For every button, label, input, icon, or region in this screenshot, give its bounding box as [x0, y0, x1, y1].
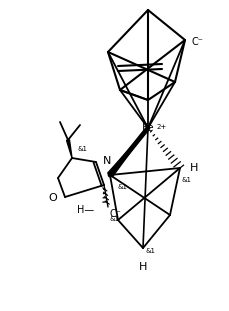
Text: &1: &1	[146, 248, 156, 254]
Polygon shape	[67, 140, 72, 158]
Text: Fe: Fe	[142, 123, 155, 133]
Text: H—: H—	[77, 205, 94, 215]
Text: &1: &1	[118, 184, 128, 190]
Polygon shape	[108, 128, 148, 177]
Text: C⁻: C⁻	[191, 37, 203, 47]
Text: 2+: 2+	[157, 124, 167, 130]
Text: H: H	[139, 262, 147, 272]
Text: &1: &1	[110, 216, 120, 222]
Text: &1: &1	[182, 177, 192, 183]
Text: H: H	[190, 163, 198, 173]
Text: O: O	[48, 193, 57, 203]
Text: N: N	[103, 156, 111, 166]
Text: C⁻: C⁻	[110, 209, 122, 219]
Text: &1: &1	[77, 146, 87, 152]
